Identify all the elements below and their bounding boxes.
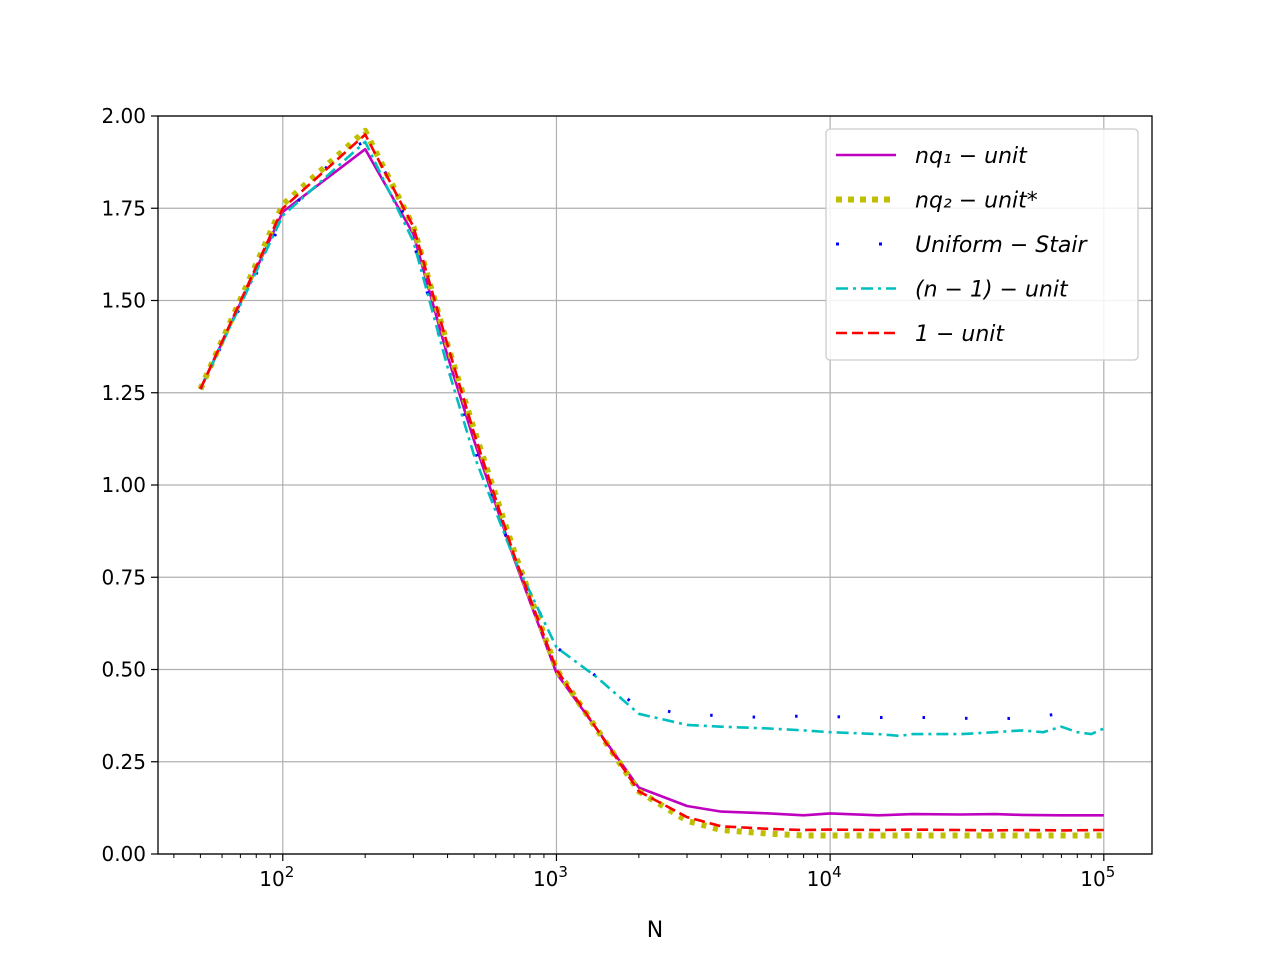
y-tick-label: 1.25 xyxy=(101,381,146,405)
x-tick-exponent: 2 xyxy=(285,863,295,881)
legend-label-4: 1 − unit xyxy=(915,322,1005,347)
x-tick-label: 103 xyxy=(533,863,568,891)
legend-label-3: (n − 1) − unit xyxy=(915,278,1069,303)
y-tick-label: 0.25 xyxy=(101,750,146,774)
x-tick-base: 10 xyxy=(533,867,558,891)
series-line-0 xyxy=(199,147,1104,817)
y-tick-label: 1.50 xyxy=(101,289,146,313)
legend-box xyxy=(825,128,1139,361)
x-tick-base: 10 xyxy=(259,867,284,891)
series-line-3 xyxy=(199,140,1105,738)
y-tick-label: 0.75 xyxy=(101,565,146,589)
y-tick-label: 0.00 xyxy=(101,842,146,866)
y-tick-label: 2.00 xyxy=(101,104,146,128)
x-tick-base: 10 xyxy=(1080,867,1105,891)
x-axis-label: N xyxy=(647,918,663,943)
x-tick-exponent: 5 xyxy=(1106,863,1116,881)
series-layer xyxy=(197,127,1105,839)
y-tick-label: 0.50 xyxy=(101,658,146,682)
x-tick-label: 102 xyxy=(259,863,294,891)
legend-label-0: nq₁ − unit xyxy=(915,144,1028,169)
legend-label-1: nq₂ − unit* xyxy=(915,189,1038,214)
x-tick-base: 10 xyxy=(807,867,832,891)
legend-label-2: Uniform − Stair xyxy=(915,233,1088,258)
x-tick-label: 104 xyxy=(807,863,842,891)
y-tick-label: 1.75 xyxy=(101,196,146,220)
legend: nq₁ − unit nq₂ − unit* Uniform − Stair (n −… xyxy=(825,128,1139,361)
series-line-4 xyxy=(199,133,1104,832)
x-tick-exponent: 4 xyxy=(832,863,842,881)
x-tick-exponent: 3 xyxy=(558,863,568,881)
y-tick-label: 1.00 xyxy=(101,473,146,497)
x-tick-label: 105 xyxy=(1080,863,1115,891)
